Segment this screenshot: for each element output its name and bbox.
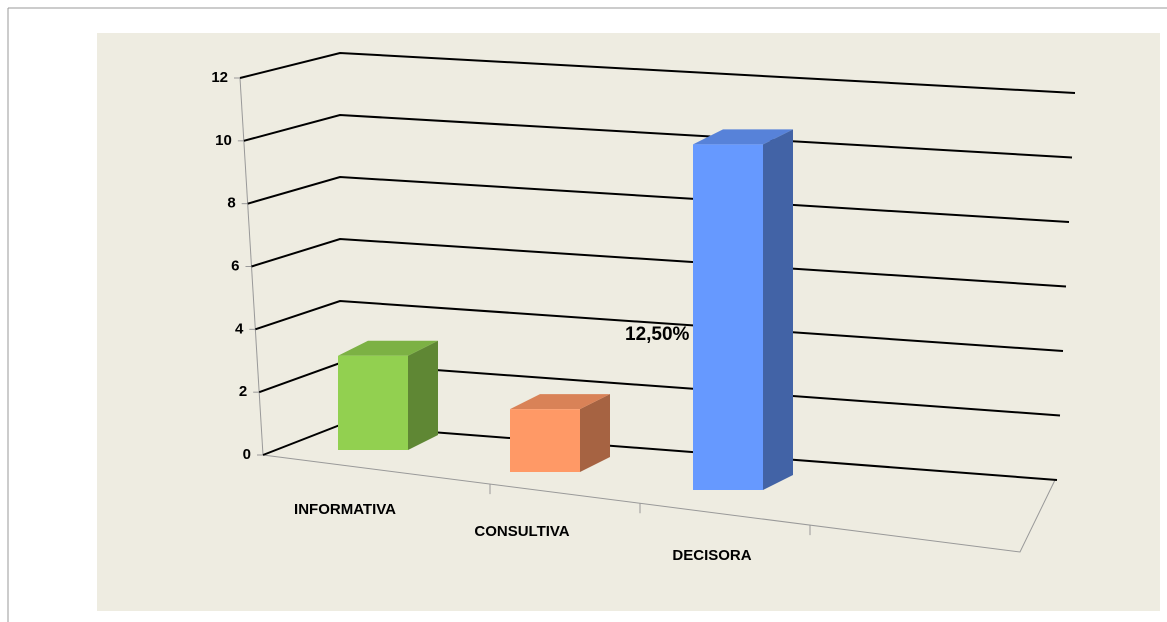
y-tick-label: 8 bbox=[227, 195, 235, 212]
bar bbox=[338, 355, 408, 450]
x-tick-label: INFORMATIVA bbox=[294, 501, 396, 518]
bar-side bbox=[408, 340, 438, 450]
bar bbox=[510, 409, 580, 472]
bar-top bbox=[510, 394, 610, 410]
bar-side bbox=[763, 129, 793, 490]
y-tick-label: 0 bbox=[243, 446, 251, 463]
y-tick-label: 6 bbox=[231, 257, 239, 274]
x-tick-label: CONSULTIVA bbox=[474, 523, 569, 540]
grid-line bbox=[255, 299, 1064, 352]
bar bbox=[693, 144, 763, 490]
grid-line bbox=[243, 113, 1073, 159]
grid-line bbox=[251, 237, 1067, 288]
bar-top bbox=[693, 129, 793, 145]
grid-line bbox=[247, 175, 1070, 223]
y-tick-label: 2 bbox=[239, 383, 247, 400]
y-tick-label: 12 bbox=[211, 69, 228, 86]
floor-edge bbox=[262, 454, 1056, 553]
annotation: 12,50% bbox=[625, 324, 690, 345]
y-tick-label: 4 bbox=[235, 320, 244, 337]
y-tick-label: 10 bbox=[215, 132, 232, 149]
bar-side bbox=[580, 394, 610, 472]
grid-line bbox=[239, 51, 1076, 94]
plot-background bbox=[97, 33, 1160, 611]
x-tick-label: DECISORA bbox=[672, 547, 751, 564]
bar-top bbox=[338, 340, 438, 356]
